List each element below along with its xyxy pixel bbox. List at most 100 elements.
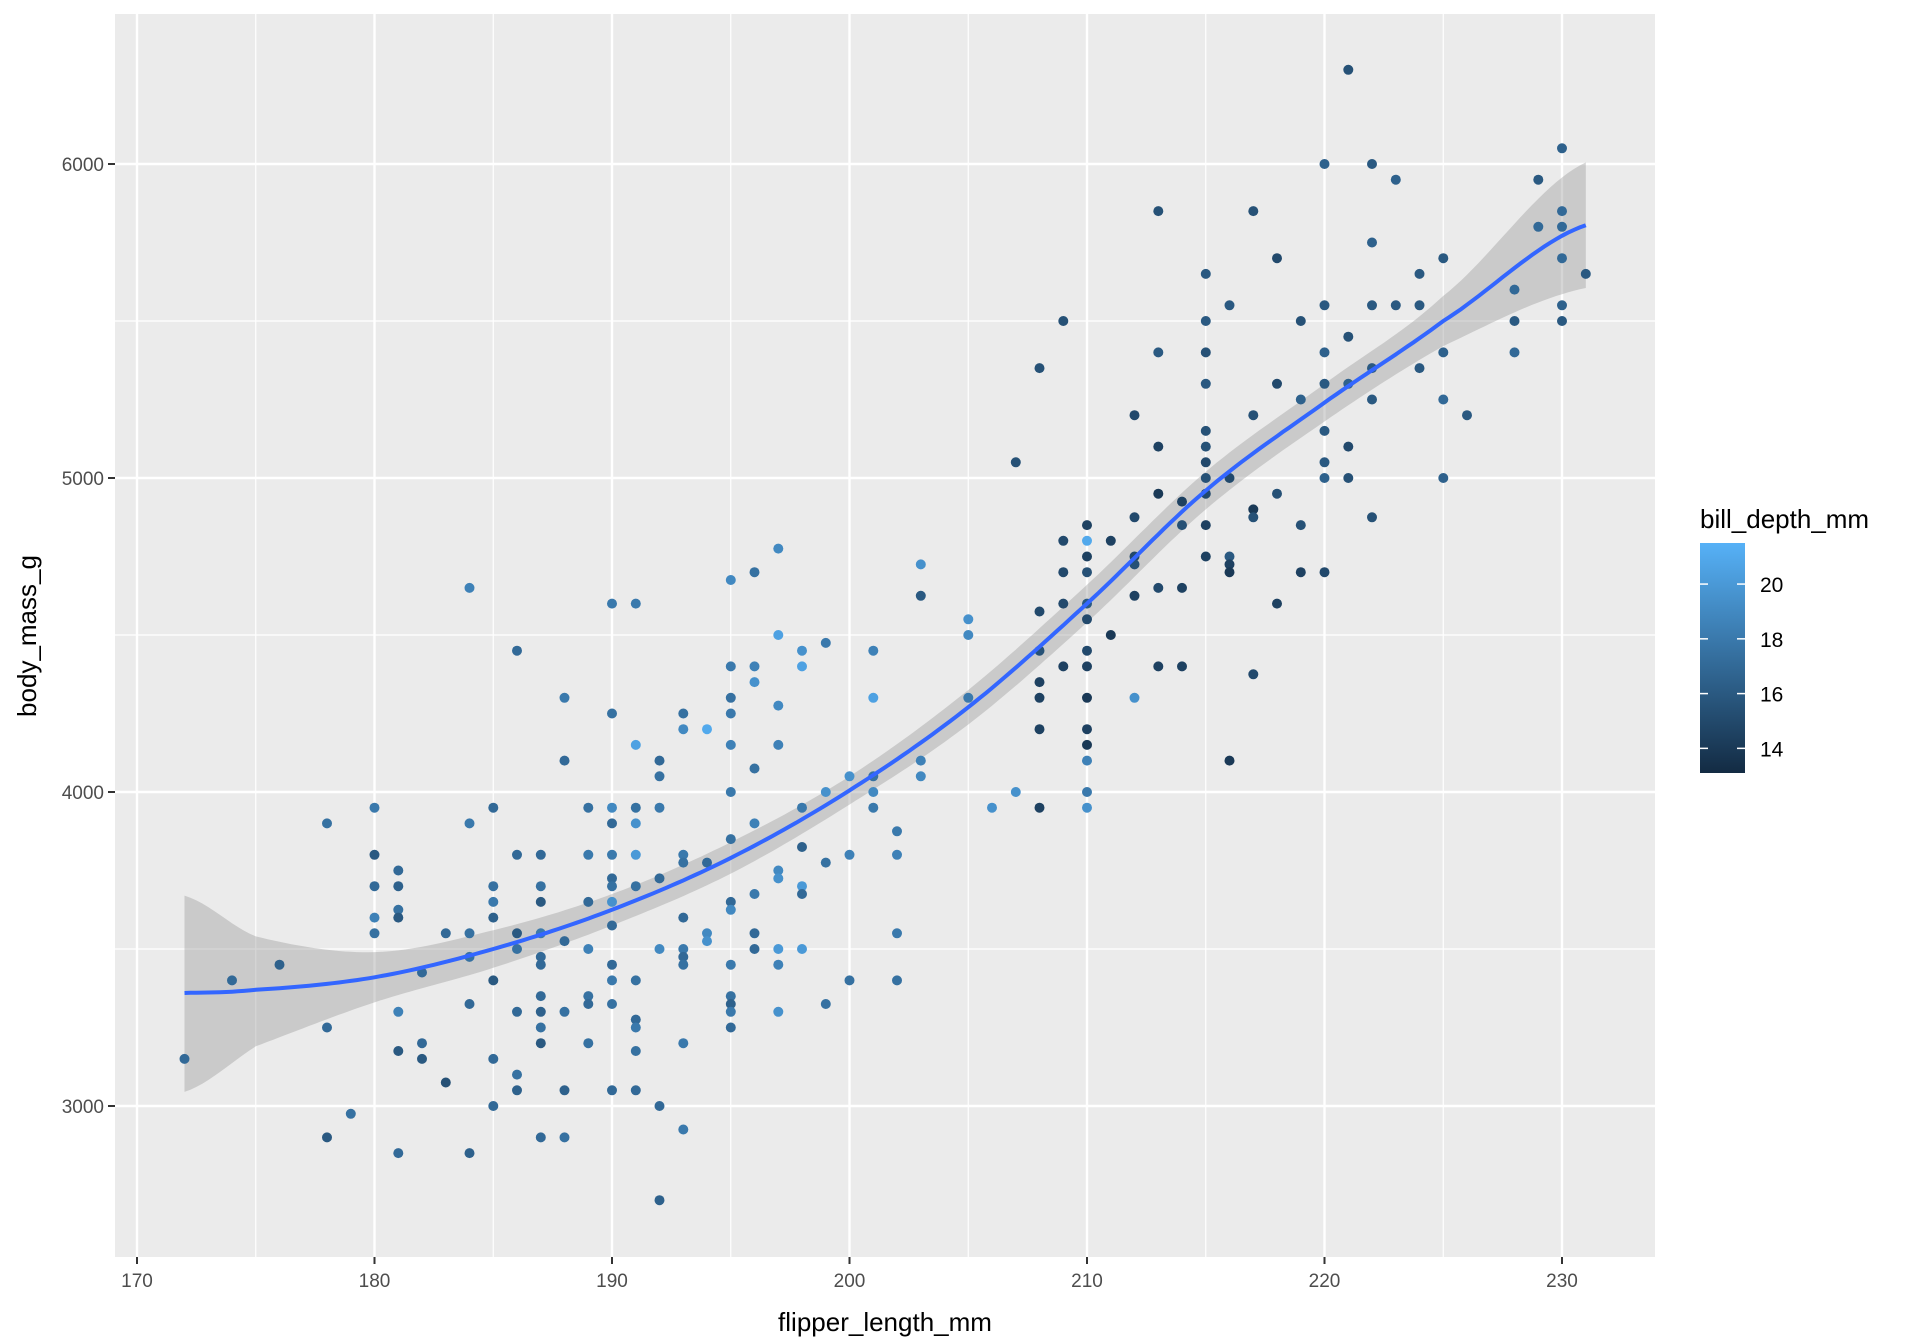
- data-point: [464, 582, 475, 593]
- data-point: [1319, 300, 1330, 311]
- data-point: [678, 857, 689, 868]
- data-point: [654, 873, 665, 884]
- data-point: [725, 1022, 736, 1033]
- data-point: [915, 590, 926, 601]
- data-point: [1058, 316, 1069, 326]
- data-point: [559, 1132, 570, 1143]
- data-point: [1082, 802, 1092, 813]
- data-point: [749, 818, 760, 829]
- data-point: [702, 857, 712, 868]
- data-point: [1200, 347, 1211, 358]
- data-point: [844, 771, 855, 782]
- data-point: [607, 873, 617, 884]
- data-point: [749, 567, 760, 578]
- data-point: [630, 1014, 641, 1025]
- data-point: [345, 1108, 356, 1119]
- data-point: [1295, 567, 1306, 578]
- data-point: [1319, 457, 1330, 468]
- data-point: [892, 826, 902, 837]
- data-point: [773, 700, 784, 711]
- data-point: [559, 1085, 570, 1096]
- data-point: [702, 724, 712, 735]
- data-point: [797, 802, 807, 813]
- data-point: [393, 1046, 404, 1056]
- data-point: [1438, 253, 1449, 264]
- data-point: [1082, 661, 1092, 672]
- data-point: [583, 999, 594, 1009]
- data-point: [725, 959, 736, 970]
- data-point: [535, 1006, 546, 1017]
- x-tick-label: 230: [1546, 1271, 1578, 1292]
- data-point: [1177, 496, 1187, 507]
- data-point: [820, 637, 831, 648]
- data-point: [535, 951, 546, 962]
- data-point: [1295, 520, 1306, 531]
- data-point: [440, 1077, 451, 1088]
- data-point: [1438, 473, 1449, 483]
- data-point: [725, 999, 736, 1009]
- legend-tick-label: 20: [1760, 574, 1783, 597]
- data-point: [1224, 300, 1235, 311]
- data-point: [1367, 237, 1377, 248]
- data-point: [1580, 268, 1591, 279]
- data-point: [1343, 331, 1354, 342]
- data-point: [892, 928, 902, 939]
- data-point: [1438, 394, 1449, 405]
- data-point: [1010, 457, 1021, 468]
- data-point: [512, 1085, 522, 1096]
- data-point: [868, 802, 879, 813]
- data-point: [797, 881, 807, 892]
- data-point: [654, 755, 665, 766]
- data-point: [1557, 206, 1567, 217]
- data-point: [1248, 512, 1259, 523]
- legend-ticks: 14 16 18 20: [1700, 574, 1784, 761]
- data-point: [630, 739, 641, 750]
- data-point: [1153, 661, 1164, 672]
- data-point: [820, 999, 831, 1009]
- data-point: [607, 708, 617, 719]
- data-point: [1343, 64, 1354, 75]
- y-tick-label: 6000: [62, 155, 104, 176]
- data-point: [179, 1053, 190, 1064]
- data-point: [512, 1006, 522, 1017]
- data-point: [844, 849, 855, 860]
- legend-tick-label: 16: [1760, 684, 1783, 707]
- data-point: [583, 802, 594, 813]
- data-point: [773, 543, 784, 554]
- data-point: [488, 975, 499, 986]
- data-point: [1129, 512, 1140, 523]
- data-point: [1509, 316, 1520, 326]
- data-point: [535, 1038, 546, 1049]
- major-gridlines: [115, 14, 1655, 1257]
- data-point: [1177, 582, 1187, 593]
- data-point: [607, 598, 617, 609]
- data-point: [773, 739, 784, 750]
- data-point: [868, 692, 879, 703]
- data-point: [535, 1022, 546, 1033]
- data-point: [1010, 787, 1021, 797]
- data-point: [773, 630, 784, 640]
- data-point: [915, 559, 926, 570]
- data-point: [322, 818, 332, 829]
- data-point: [488, 896, 499, 907]
- data-point: [1319, 378, 1330, 389]
- data-point: [1082, 645, 1092, 656]
- data-point: [797, 944, 807, 954]
- minor-gridlines: [115, 14, 1655, 1257]
- data-point: [654, 802, 665, 813]
- data-point: [1367, 300, 1377, 311]
- data-point: [1390, 300, 1401, 311]
- data-point: [678, 944, 689, 954]
- data-point: [1058, 535, 1069, 546]
- data-point: [725, 1006, 736, 1017]
- data-point: [1438, 347, 1449, 358]
- x-tick-label: 220: [1309, 1271, 1341, 1292]
- data-point: [678, 959, 689, 970]
- data-point: [1177, 661, 1187, 672]
- data-point: [749, 661, 760, 672]
- data-point: [678, 951, 689, 962]
- y-axis-title: body_mass_g: [12, 555, 42, 717]
- data-point: [630, 975, 641, 986]
- data-point: [749, 944, 760, 954]
- data-point: [369, 802, 380, 813]
